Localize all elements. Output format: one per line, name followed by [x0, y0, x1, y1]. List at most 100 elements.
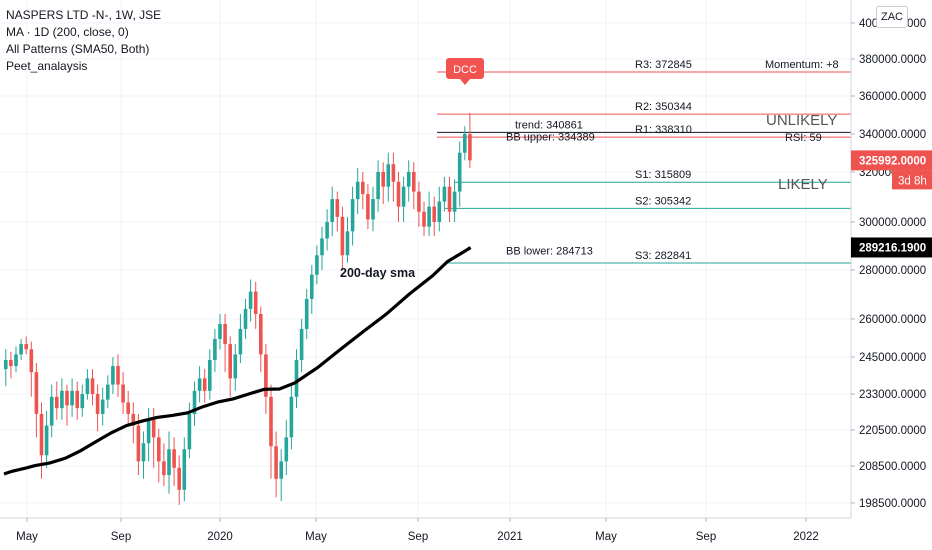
- candle-body: [412, 172, 416, 192]
- candle-body: [427, 206, 431, 227]
- x-tick-label: May: [595, 531, 617, 543]
- candle-body: [248, 291, 253, 309]
- candle-body: [391, 164, 396, 182]
- candle-body: [442, 186, 447, 202]
- pattern-tag-bg: [446, 58, 484, 85]
- candle-body: [361, 181, 365, 195]
- x-tick-label: 2022: [793, 531, 819, 543]
- candle-body: [39, 413, 44, 456]
- candle-body: [355, 181, 360, 200]
- indicator-ma[interactable]: MA · 1D (200, close, 0): [6, 25, 129, 39]
- candle-body: [172, 449, 176, 468]
- y-tick-label: 198500.0000: [859, 498, 926, 510]
- candle-body: [284, 437, 289, 462]
- y-tick-label: 233000.0000: [859, 389, 926, 401]
- candle-body: [335, 199, 340, 217]
- candle-body: [294, 360, 299, 397]
- sma-200-line: [3, 246, 472, 476]
- candle-body: [406, 172, 411, 187]
- candle-body: [422, 211, 426, 227]
- rsi-label: RSI: 59: [785, 132, 822, 144]
- candle-body: [269, 396, 273, 447]
- candle-body: [49, 396, 54, 426]
- candle-body: [141, 443, 146, 462]
- candle-body: [463, 134, 467, 153]
- indicator-peet[interactable]: Peet_analaysis: [6, 59, 88, 73]
- level-label: S2: 305342: [635, 195, 691, 207]
- x-tick-label: Sep: [111, 531, 131, 543]
- y-tick-label: 220500.0000: [859, 425, 926, 437]
- y-tick-label: 208500.0000: [859, 461, 926, 473]
- candle-body: [274, 446, 278, 479]
- likely-label: LIKELY: [778, 176, 828, 193]
- candle-body: [157, 437, 161, 462]
- candle-body: [437, 201, 442, 222]
- level-label: S1: 315809: [635, 169, 691, 181]
- candle-body: [197, 378, 202, 391]
- last-price-label: 325992.0000: [859, 155, 926, 167]
- countdown-box: [892, 170, 932, 190]
- candle-body: [432, 206, 436, 222]
- candle-body: [151, 419, 156, 438]
- candle-body: [65, 390, 69, 406]
- time-axis[interactable]: May Sep 2020 May Sep 2021 May Sep 2022: [0, 517, 851, 543]
- candle-body: [457, 152, 462, 192]
- unlikely-label: UNLIKELY: [766, 112, 837, 129]
- level-label: BB upper: 334389: [506, 131, 595, 143]
- x-tick-label: 2021: [497, 531, 523, 543]
- candle-body: [452, 191, 457, 212]
- candle-body: [136, 425, 141, 462]
- candle-body: [111, 366, 115, 385]
- candle-body: [381, 172, 385, 187]
- candle-body: [95, 394, 100, 414]
- candle-body: [253, 291, 258, 314]
- candle-body: [14, 354, 18, 367]
- candle-body: [238, 328, 243, 355]
- indicator-patterns[interactable]: All Patterns (SMA50, Both): [6, 42, 150, 56]
- candle-body: [70, 390, 74, 406]
- candle-body: [131, 413, 136, 426]
- y-tick-label: 360000.0000: [859, 91, 926, 103]
- candle-body: [264, 354, 268, 397]
- candle-body: [213, 338, 217, 361]
- symbol-title[interactable]: NASPERS LTD -N-, 1W, JSE: [6, 8, 162, 22]
- countdown-label: 3d 8h: [898, 175, 927, 187]
- candle-body: [447, 186, 452, 212]
- sma-price-box: [851, 237, 932, 258]
- candle-body: [85, 378, 90, 394]
- pattern-tag-label: DCC: [453, 64, 477, 76]
- candle-body: [208, 360, 212, 391]
- level-label: S3: 282841: [635, 250, 691, 262]
- price-axis[interactable]: 400000.0000380000.0000360000.0000340000.…: [850, 0, 932, 518]
- candle-body: [24, 344, 28, 350]
- candle-body: [126, 402, 130, 414]
- candle-body: [396, 181, 401, 207]
- candle-body: [315, 255, 319, 275]
- x-tick-label: May: [16, 531, 38, 543]
- y-tick-label: 260000.0000: [859, 314, 926, 326]
- candle-body: [468, 134, 472, 161]
- annotations: R3: 372845 R2: 350344 R1: 338310 trend: 340…: [340, 58, 839, 280]
- candle-body: [340, 216, 345, 256]
- candle-body: [243, 308, 248, 329]
- candle-body: [330, 199, 334, 222]
- candle-body: [386, 164, 391, 187]
- candle-body: [75, 390, 79, 409]
- candle-body: [4, 360, 8, 370]
- x-tick-label: Sep: [408, 531, 428, 543]
- candle-body: [325, 222, 329, 239]
- currency-button[interactable]: ZAC: [876, 6, 908, 28]
- candle-body: [310, 274, 314, 299]
- sma-annotation: 200-day sma: [340, 266, 416, 280]
- candle-body: [304, 298, 309, 329]
- pivot-levels: [437, 71, 851, 264]
- candle-body: [80, 394, 85, 409]
- candle-body: [34, 372, 39, 414]
- candle-body: [187, 413, 192, 450]
- y-tick-label: 380000.0000: [859, 54, 926, 66]
- candle-body: [320, 238, 324, 256]
- candle-body: [350, 199, 355, 232]
- candles: [4, 112, 472, 505]
- candle-body: [90, 378, 95, 394]
